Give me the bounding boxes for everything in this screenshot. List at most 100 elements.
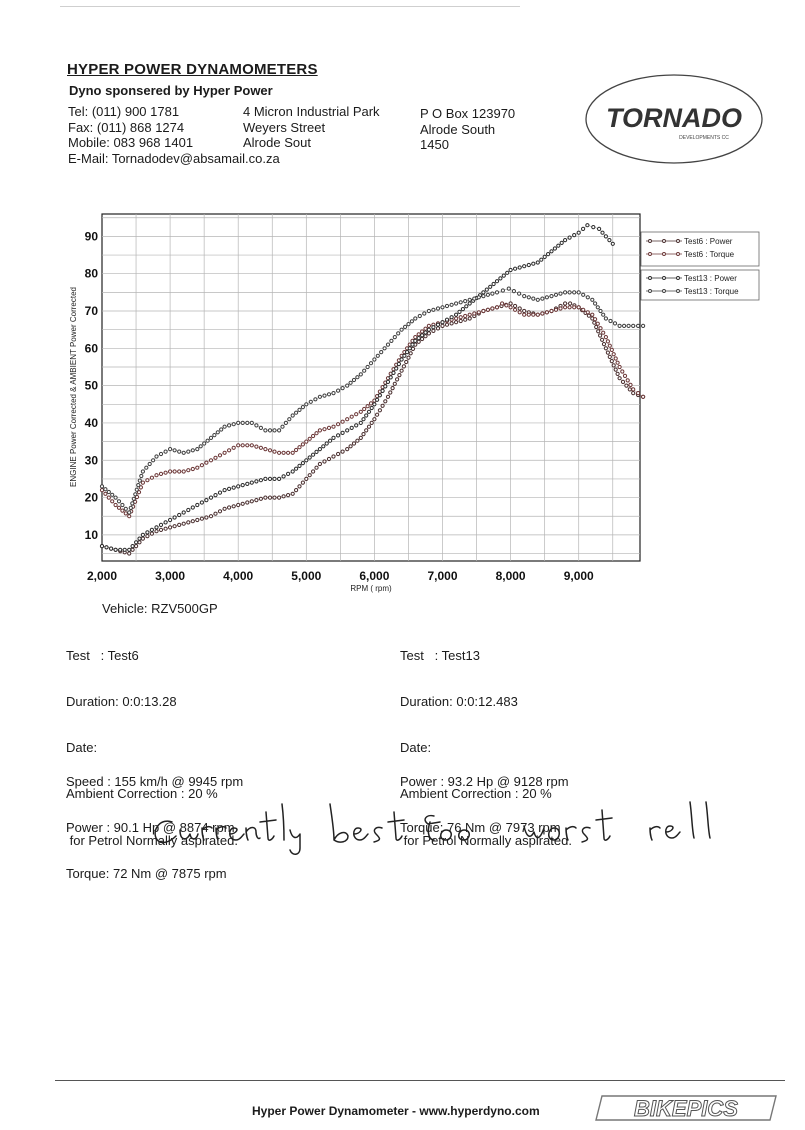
- data-point: [476, 295, 481, 300]
- data-point: [598, 326, 603, 331]
- data-point: [317, 461, 322, 467]
- data-point: [272, 449, 277, 454]
- test6-power: Power : 90.1 Hp @ 8874 rpm: [66, 820, 235, 836]
- legend: Test6 : Power Test6 : Torque Test13 : Powe…: [646, 237, 739, 296]
- data-point: [392, 335, 397, 340]
- data-point: [572, 290, 577, 295]
- data-point: [397, 373, 402, 378]
- data-point: [123, 506, 128, 511]
- data-point: [172, 515, 177, 520]
- data-point: [168, 447, 173, 452]
- contact-details: Tel: (011) 900 1781 Fax: (011) 868 1274 …: [68, 104, 280, 166]
- data-point: [245, 420, 250, 425]
- data-point: [368, 401, 374, 406]
- data-point: [388, 390, 393, 395]
- email-line: E-Mail: Tornadodev@absamail.co.za: [68, 150, 280, 166]
- data-point: [120, 502, 125, 508]
- data-point: [457, 309, 462, 315]
- data-point: [294, 488, 299, 493]
- data-point: [286, 493, 291, 498]
- data-point: [195, 447, 200, 452]
- data-point: [313, 397, 318, 402]
- data-point: [199, 500, 204, 505]
- data-point: [336, 388, 341, 393]
- test13-info: Test : Test13 Duration: 0:0:12.483 Date:…: [400, 617, 572, 864]
- data-point: [458, 300, 463, 305]
- data-point: [307, 455, 312, 460]
- footer-text: Hyper Power Dynamometer - www.hyperdyno.…: [252, 1104, 540, 1118]
- data-point: [331, 435, 336, 440]
- data-point: [186, 449, 191, 454]
- legend-label: Test6 : Torque: [684, 250, 735, 259]
- data-point: [417, 313, 422, 319]
- data-point: [628, 382, 633, 387]
- data-point: [240, 420, 245, 425]
- data-point: [149, 527, 155, 532]
- data-point: [109, 546, 114, 551]
- data-point: [336, 433, 341, 438]
- legend-marker: [662, 276, 666, 280]
- data-point: [513, 307, 518, 312]
- data-point: [240, 501, 245, 506]
- data-point: [440, 305, 445, 310]
- data-point: [113, 502, 118, 508]
- logo-text: TORNADO: [606, 103, 742, 133]
- data-point: [413, 335, 418, 340]
- data-point: [394, 366, 399, 371]
- data-point: [249, 443, 254, 448]
- data-point: [294, 447, 299, 453]
- data-point: [110, 492, 115, 497]
- data-point: [544, 295, 549, 300]
- data-point: [267, 495, 273, 500]
- data-point: [377, 408, 382, 413]
- data-point: [472, 311, 477, 316]
- data-point: [542, 254, 547, 260]
- data-point: [375, 353, 380, 358]
- data-point: [608, 318, 613, 324]
- data-point: [449, 315, 454, 320]
- top-rule: [60, 6, 520, 7]
- data-point: [128, 505, 133, 510]
- data-point: [227, 448, 232, 453]
- data-point: [307, 473, 312, 478]
- data-point: [336, 422, 341, 427]
- data-point: [254, 423, 259, 428]
- data-point: [601, 342, 607, 347]
- data-point: [423, 334, 428, 339]
- data-point: [222, 450, 227, 455]
- data-point: [123, 511, 128, 516]
- data-point: [576, 290, 581, 295]
- data-point: [281, 450, 286, 455]
- data-point: [526, 262, 531, 268]
- data-point: [390, 386, 395, 391]
- data-point: [498, 276, 503, 281]
- data-point: [531, 312, 536, 317]
- data-point: [576, 305, 581, 310]
- data-point: [586, 313, 592, 318]
- data-point: [137, 536, 142, 541]
- data-point: [300, 442, 305, 447]
- data-point: [472, 296, 477, 301]
- data-point: [513, 266, 518, 271]
- data-point: [581, 307, 586, 312]
- y-tick-label: 20: [85, 491, 99, 505]
- data-point: [314, 431, 319, 436]
- data-point: [168, 517, 173, 523]
- data-point: [454, 316, 459, 321]
- data-point: [508, 301, 513, 306]
- data-point: [227, 423, 232, 428]
- footer-rule: [55, 1080, 785, 1081]
- data-point: [540, 311, 545, 316]
- data-point: [517, 265, 522, 270]
- data-point: [113, 495, 118, 500]
- data-point: [423, 326, 428, 331]
- data-point: [277, 450, 282, 455]
- data-point: [322, 459, 327, 464]
- data-point: [317, 428, 322, 433]
- logo-subtext: DEVELOPMENTS CC: [679, 135, 729, 141]
- data-point: [500, 301, 505, 306]
- data-point: [358, 435, 363, 440]
- data-point: [163, 526, 168, 531]
- x-tick-label: 9,000: [564, 569, 594, 583]
- data-point: [249, 480, 254, 485]
